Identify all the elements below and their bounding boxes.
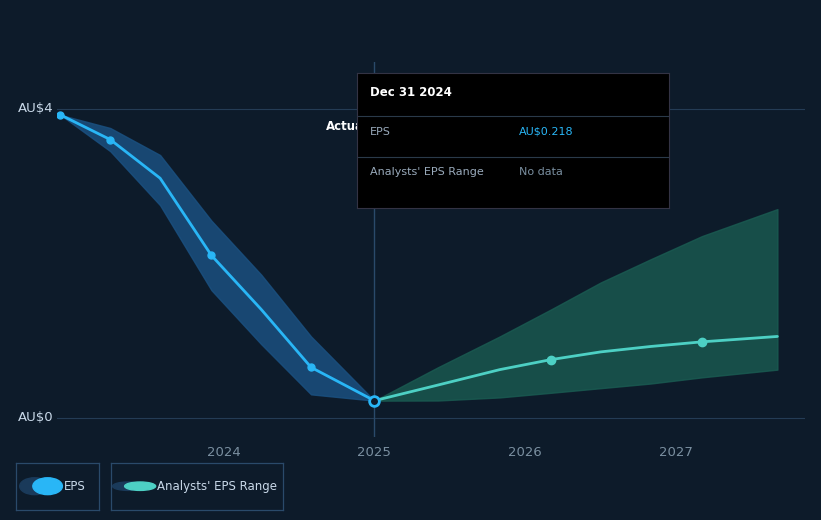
Text: 2026: 2026 <box>508 446 542 459</box>
Text: No data: No data <box>520 167 563 177</box>
Text: Dec 31 2024: Dec 31 2024 <box>369 86 452 99</box>
Circle shape <box>112 482 144 490</box>
Circle shape <box>33 478 62 495</box>
Text: Analysts Forecasts: Analysts Forecasts <box>380 120 490 133</box>
Text: Analysts' EPS Range: Analysts' EPS Range <box>158 479 277 493</box>
Text: 2025: 2025 <box>357 446 392 459</box>
Text: EPS: EPS <box>64 479 85 493</box>
Text: AU$4: AU$4 <box>18 102 53 115</box>
Text: 2027: 2027 <box>659 446 693 459</box>
Text: AU$0.218: AU$0.218 <box>520 127 574 137</box>
Text: EPS: EPS <box>369 127 391 137</box>
Text: Actual: Actual <box>327 120 369 133</box>
Text: 2024: 2024 <box>207 446 241 459</box>
Text: Analysts' EPS Range: Analysts' EPS Range <box>369 167 484 177</box>
Text: AU$0: AU$0 <box>18 411 53 424</box>
Circle shape <box>20 478 49 495</box>
Circle shape <box>125 482 156 490</box>
